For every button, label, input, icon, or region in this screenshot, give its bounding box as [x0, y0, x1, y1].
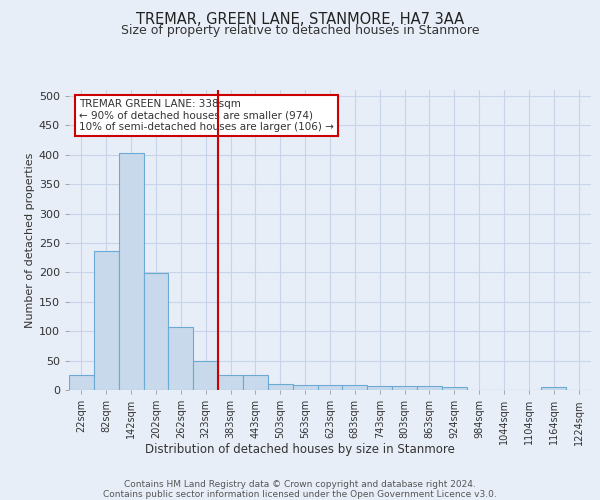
Bar [243, 376, 268, 390]
Text: Size of property relative to detached houses in Stanmore: Size of property relative to detached ho… [121, 24, 479, 37]
Bar [169, 327, 193, 390]
Bar [417, 386, 442, 390]
Text: Contains HM Land Registry data © Crown copyright and database right 2024.: Contains HM Land Registry data © Crown c… [124, 480, 476, 489]
Bar [442, 387, 467, 390]
Bar [69, 376, 94, 390]
Bar [317, 386, 343, 390]
Bar [268, 384, 293, 390]
Bar [541, 387, 566, 390]
Y-axis label: Number of detached properties: Number of detached properties [25, 152, 35, 328]
Bar [293, 386, 317, 390]
Text: Distribution of detached houses by size in Stanmore: Distribution of detached houses by size … [145, 442, 455, 456]
Text: Contains public sector information licensed under the Open Government Licence v3: Contains public sector information licen… [103, 490, 497, 499]
Bar [218, 376, 243, 390]
Bar [367, 386, 392, 390]
Bar [392, 386, 417, 390]
Text: TREMAR GREEN LANE: 338sqm
← 90% of detached houses are smaller (974)
10% of semi: TREMAR GREEN LANE: 338sqm ← 90% of detac… [79, 99, 334, 132]
Bar [143, 273, 169, 390]
Bar [343, 386, 367, 390]
Bar [119, 153, 143, 390]
Bar [94, 250, 119, 390]
Bar [193, 361, 218, 390]
Text: TREMAR, GREEN LANE, STANMORE, HA7 3AA: TREMAR, GREEN LANE, STANMORE, HA7 3AA [136, 12, 464, 28]
